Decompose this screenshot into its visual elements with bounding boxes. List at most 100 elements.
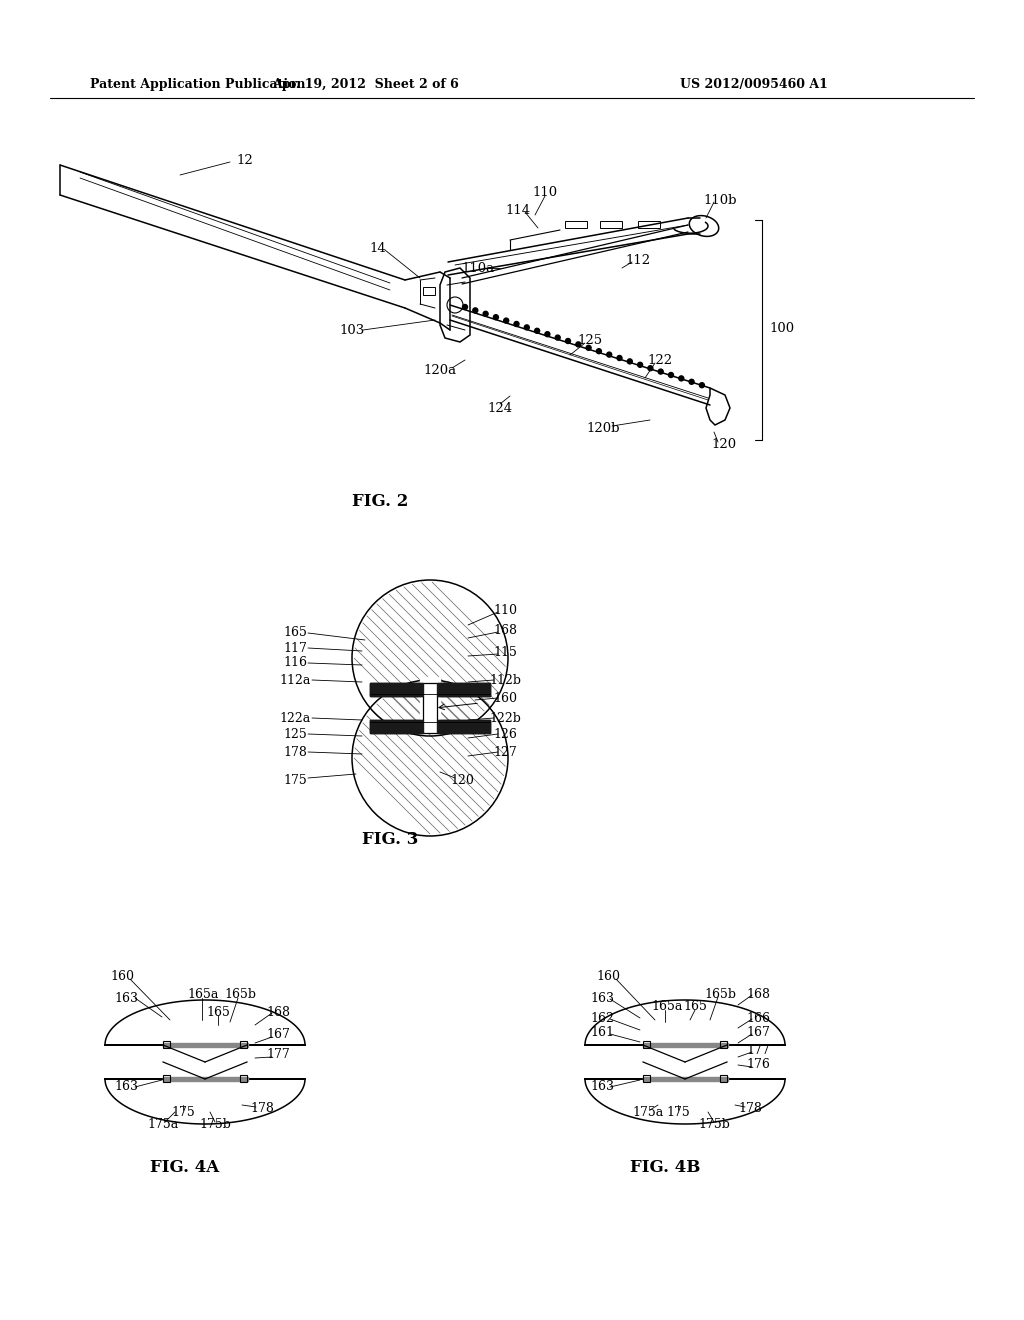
Text: 114: 114 [506, 203, 530, 216]
Text: 165: 165 [683, 1001, 707, 1014]
Circle shape [617, 355, 622, 360]
Circle shape [606, 352, 611, 358]
Text: 103: 103 [339, 323, 365, 337]
Bar [163, 1041, 170, 1048]
Bar [240, 1074, 247, 1082]
Text: 165b: 165b [705, 987, 736, 1001]
Text: 12: 12 [237, 153, 253, 166]
Text: 115: 115 [494, 645, 517, 659]
Bar [437, 719, 490, 733]
Circle shape [545, 331, 550, 337]
Bar [720, 1041, 727, 1048]
Bar [163, 1077, 248, 1081]
Text: 125: 125 [283, 727, 307, 741]
Text: 176: 176 [746, 1059, 770, 1072]
Bar [643, 1074, 650, 1082]
Text: 168: 168 [746, 987, 770, 1001]
Text: 110b: 110b [703, 194, 736, 206]
Bar [370, 682, 420, 696]
Text: 110: 110 [532, 186, 557, 198]
Circle shape [669, 372, 674, 378]
Bar [638, 220, 660, 228]
Text: 122b: 122b [489, 711, 521, 725]
Text: 112: 112 [626, 253, 650, 267]
Circle shape [679, 376, 684, 381]
Bar [440, 719, 490, 733]
Text: Patent Application Publication: Patent Application Publication [90, 78, 305, 91]
Text: 116: 116 [283, 656, 307, 669]
Text: 165: 165 [283, 627, 307, 639]
Bar [370, 719, 420, 733]
Bar [370, 682, 423, 696]
Text: 177: 177 [746, 1044, 770, 1056]
Text: Apr. 19, 2012  Sheet 2 of 6: Apr. 19, 2012 Sheet 2 of 6 [271, 78, 459, 91]
Text: 120: 120 [451, 774, 474, 787]
Circle shape [524, 325, 529, 330]
Bar [643, 1077, 728, 1081]
Text: 165b: 165b [224, 989, 256, 1002]
Circle shape [575, 342, 581, 347]
Text: 178: 178 [738, 1101, 762, 1114]
Text: 162: 162 [590, 1011, 614, 1024]
Bar [437, 682, 490, 696]
Text: 160: 160 [110, 970, 134, 983]
Text: 112b: 112b [489, 673, 521, 686]
Circle shape [628, 359, 632, 364]
Polygon shape [370, 682, 490, 733]
Text: 110a: 110a [462, 261, 495, 275]
Bar [643, 1041, 650, 1048]
Bar [420, 677, 440, 731]
Circle shape [504, 318, 509, 323]
Circle shape [689, 379, 694, 384]
Text: 126: 126 [494, 727, 517, 741]
Text: FIG. 4B: FIG. 4B [630, 1159, 700, 1176]
Circle shape [638, 362, 643, 367]
Text: 120a: 120a [424, 363, 457, 376]
Circle shape [535, 329, 540, 333]
Text: 167: 167 [266, 1028, 290, 1041]
Text: 163: 163 [590, 991, 614, 1005]
Text: 175: 175 [171, 1106, 195, 1119]
Text: FIG. 4A: FIG. 4A [151, 1159, 219, 1176]
Text: 167: 167 [746, 1027, 770, 1040]
Circle shape [699, 383, 705, 388]
Circle shape [463, 305, 468, 309]
Bar [643, 1043, 728, 1047]
Bar [720, 1074, 727, 1082]
Text: 122: 122 [647, 354, 673, 367]
Circle shape [473, 308, 478, 313]
Text: 110: 110 [493, 603, 517, 616]
Text: 175b: 175b [199, 1118, 231, 1131]
Text: 161: 161 [590, 1027, 614, 1040]
Text: 112a: 112a [280, 673, 310, 686]
Circle shape [483, 312, 488, 317]
Bar [600, 220, 622, 228]
Bar [565, 220, 587, 228]
Circle shape [648, 366, 653, 371]
Bar [423, 286, 435, 294]
Text: 175b: 175b [698, 1118, 730, 1131]
Text: 166: 166 [746, 1011, 770, 1024]
Text: FIG. 3: FIG. 3 [361, 832, 418, 849]
Bar [370, 719, 423, 733]
Text: 175a: 175a [633, 1106, 664, 1118]
Text: 165: 165 [206, 1006, 230, 1019]
Text: US 2012/0095460 A1: US 2012/0095460 A1 [680, 78, 827, 91]
Text: 165a: 165a [651, 1001, 683, 1014]
Text: 175a: 175a [147, 1118, 178, 1131]
Text: 120b: 120b [587, 421, 620, 434]
Bar [240, 1041, 247, 1048]
Text: 177: 177 [266, 1048, 290, 1061]
Bar [163, 1043, 248, 1047]
Text: 160: 160 [493, 692, 517, 705]
Text: 117: 117 [283, 642, 307, 655]
Circle shape [494, 314, 499, 319]
Text: FIG. 2: FIG. 2 [352, 494, 409, 511]
Bar [440, 682, 490, 696]
Text: 160: 160 [596, 970, 620, 983]
Text: 125: 125 [578, 334, 602, 346]
Text: 163: 163 [114, 1081, 138, 1093]
Text: 163: 163 [590, 1081, 614, 1093]
Text: 122a: 122a [280, 711, 310, 725]
Text: 127: 127 [494, 746, 517, 759]
